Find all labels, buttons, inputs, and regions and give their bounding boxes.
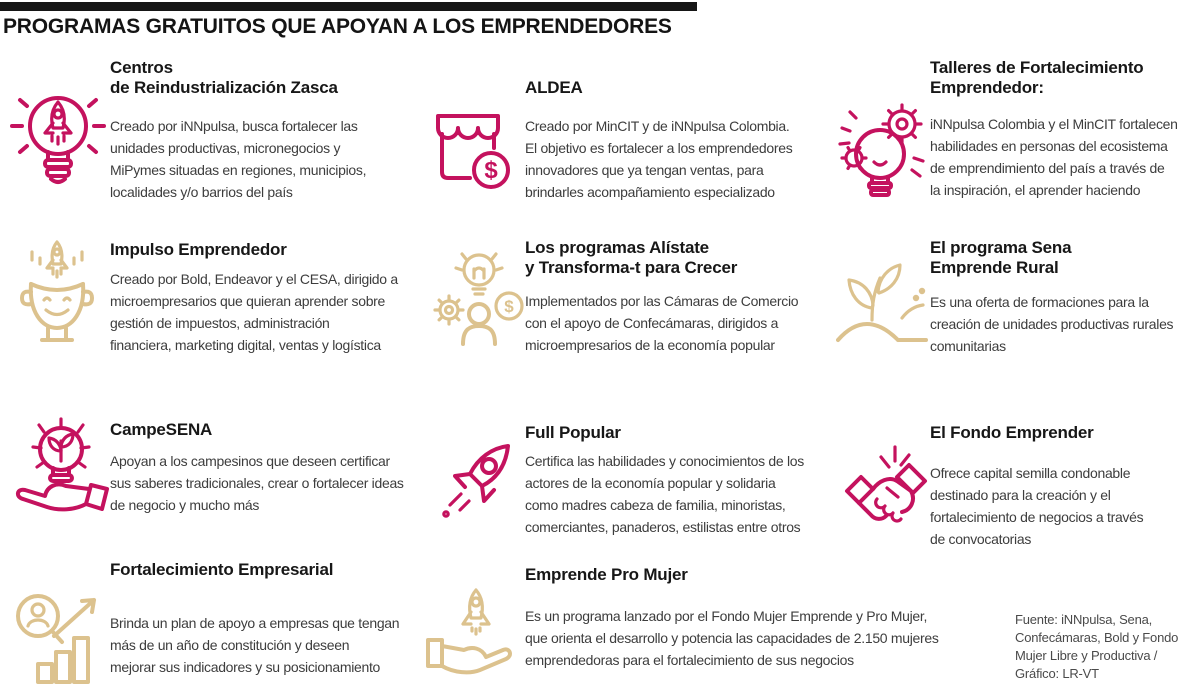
bulb-gears-icon <box>838 98 934 198</box>
program-item-campesena: CampeSENA Apoyan a los campesinos que de… <box>110 420 404 516</box>
program-description-emprende-pro-mujer: Es un programa lanzado por el Fondo Muje… <box>525 608 939 668</box>
sprout-icon <box>836 248 930 348</box>
bulb-rocket-icon <box>8 80 108 198</box>
program-title-fortalecimiento-empresarial: Fortalecimiento Empresarial <box>110 560 334 579</box>
program-item-fondo-emprender: El Fondo Emprender Ofrece capital semill… <box>930 423 1144 550</box>
program-description-impulso: Creado por Bold, Endeavor y el CESA, dir… <box>110 271 398 353</box>
program-item-talleres-fortalecimiento: Talleres de Fortalecimiento Emprendedor:… <box>930 58 1178 201</box>
program-title-campesena: CampeSENA <box>110 420 213 439</box>
program-description-sena-emprende-rural: Es una oferta de formaciones para la cre… <box>930 294 1174 354</box>
program-title-fondo-emprender: El Fondo Emprender <box>930 423 1094 442</box>
program-item-aldea: ALDEA Creado por MinCIT y de iNNpulsa Co… <box>525 78 793 203</box>
program-description-fortalecimiento-empresarial: Brinda un plan de apoyo a empresas que t… <box>110 615 400 675</box>
program-title-talleres-fortalecimiento: Talleres de Fortalecimiento Emprendedor: <box>930 58 1144 97</box>
header-bar <box>0 2 697 11</box>
page-title: PROGRAMAS GRATUITOS QUE APOYAN A LOS EMP… <box>3 15 672 38</box>
program-item-emprende-pro-mujer: Emprende Pro Mujer Es un programa lanzad… <box>525 565 939 671</box>
program-description-full-popular: Certifica las habilidades y conocimiento… <box>525 453 804 535</box>
program-title-alistate-transformat: Los programas Alístate y Transforma-t pa… <box>525 238 738 277</box>
svg-text:$: $ <box>504 297 514 316</box>
program-item-zasca: Centros de Reindustrialización Zasca Cre… <box>110 58 366 203</box>
program-title-impulso: Impulso Emprendedor <box>110 240 287 259</box>
program-description-aldea: Creado por MinCIT y de iNNpulsa Colombia… <box>525 118 793 200</box>
program-description-alistate-transformat: Implementados por las Cámaras de Comerci… <box>525 293 799 353</box>
hand-rocket-icon <box>424 584 526 684</box>
magnifier-growth-chart-icon <box>8 588 108 685</box>
hand-bulb-plant-icon <box>5 417 111 523</box>
source-credit: Fuente: iNNpulsa, Sena, Confecámaras, Bo… <box>1015 612 1179 681</box>
program-description-fondo-emprender: Ofrece capital semilla condonable destin… <box>930 465 1144 547</box>
program-title-emprende-pro-mujer: Emprende Pro Mujer <box>525 565 688 584</box>
head-rocket-icon <box>6 236 108 358</box>
program-item-alistate-transformat: Los programas Alístate y Transforma-t pa… <box>525 238 799 356</box>
program-title-aldea: ALDEA <box>525 78 583 97</box>
program-item-sena-emprende-rural: El programa Sena Emprende Rural Es una o… <box>930 238 1174 357</box>
program-item-impulso: Impulso Emprendedor Creado por Bold, End… <box>110 240 398 356</box>
program-item-full-popular: Full Popular Certifica las habilidades y… <box>525 423 804 538</box>
program-title-zasca: Centros de Reindustrialización Zasca <box>110 58 338 97</box>
person-gear-bulb-coin-icon: $ <box>432 248 526 356</box>
svg-text:$: $ <box>484 157 498 184</box>
program-title-full-popular: Full Popular <box>525 423 621 442</box>
handshake-icon <box>843 443 941 549</box>
program-item-fortalecimiento-empresarial: Fortalecimiento Empresarial Brinda un pl… <box>110 560 400 678</box>
storefront-dollar-icon: $ <box>428 106 524 212</box>
program-description-talleres-fortalecimiento: iNNpulsa Colombia y el MinCIT fortalecen… <box>930 116 1178 198</box>
rocket-icon <box>430 432 522 544</box>
program-title-sena-emprende-rural: El programa Sena Emprende Rural <box>930 238 1072 277</box>
program-description-zasca: Creado por iNNpulsa, busca fortalecer la… <box>110 118 367 200</box>
program-description-campesena: Apoyan a los campesinos que deseen certi… <box>110 453 404 513</box>
